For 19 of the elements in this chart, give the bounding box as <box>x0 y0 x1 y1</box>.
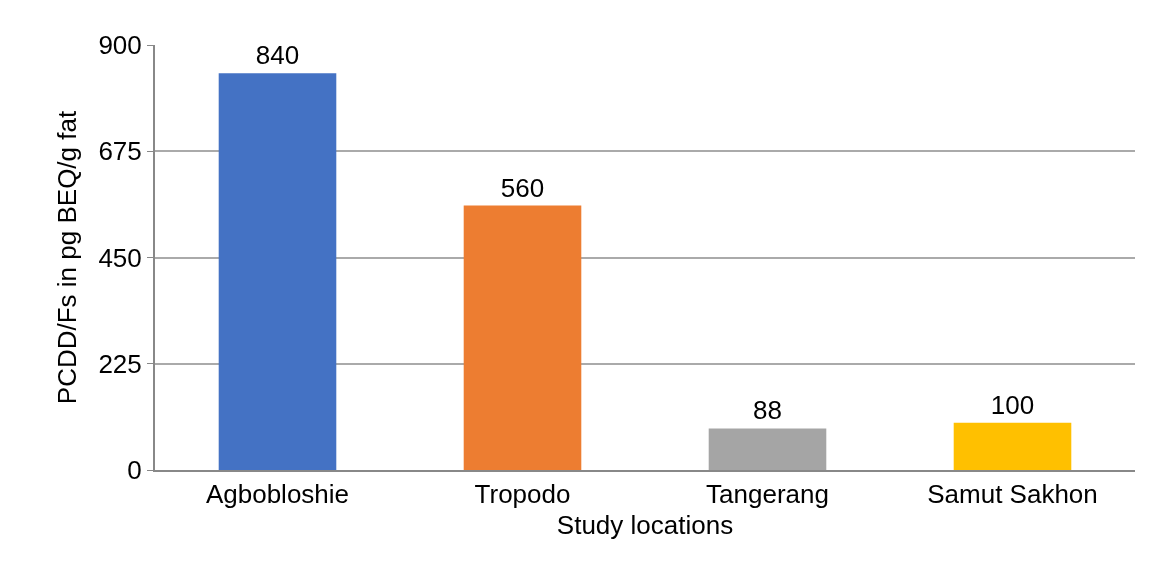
data-label: 560 <box>500 172 545 203</box>
bar <box>218 73 337 470</box>
y-tick-label: 900 <box>98 30 142 61</box>
y-tick-label: 0 <box>127 455 142 486</box>
data-label: 88 <box>753 395 782 426</box>
y-tick-label: 225 <box>98 348 142 379</box>
data-label: 840 <box>255 40 300 71</box>
x-tick-label: Tangerang <box>706 479 829 510</box>
bar <box>463 205 582 470</box>
y-tick-label: 450 <box>98 242 142 273</box>
bar <box>708 428 827 470</box>
x-tick-label: Tropodo <box>474 479 571 510</box>
y-tick-label: 675 <box>98 136 142 167</box>
x-tick-label: Samut Sakhon <box>927 479 1098 510</box>
bar <box>953 422 1072 470</box>
data-label: 100 <box>990 389 1035 420</box>
x-tick-label: Agbobloshie <box>205 479 350 510</box>
x-axis-title: Study locations <box>556 510 734 541</box>
y-axis-title: PCDD/Fs in pg BEQ/g fat <box>52 110 83 405</box>
